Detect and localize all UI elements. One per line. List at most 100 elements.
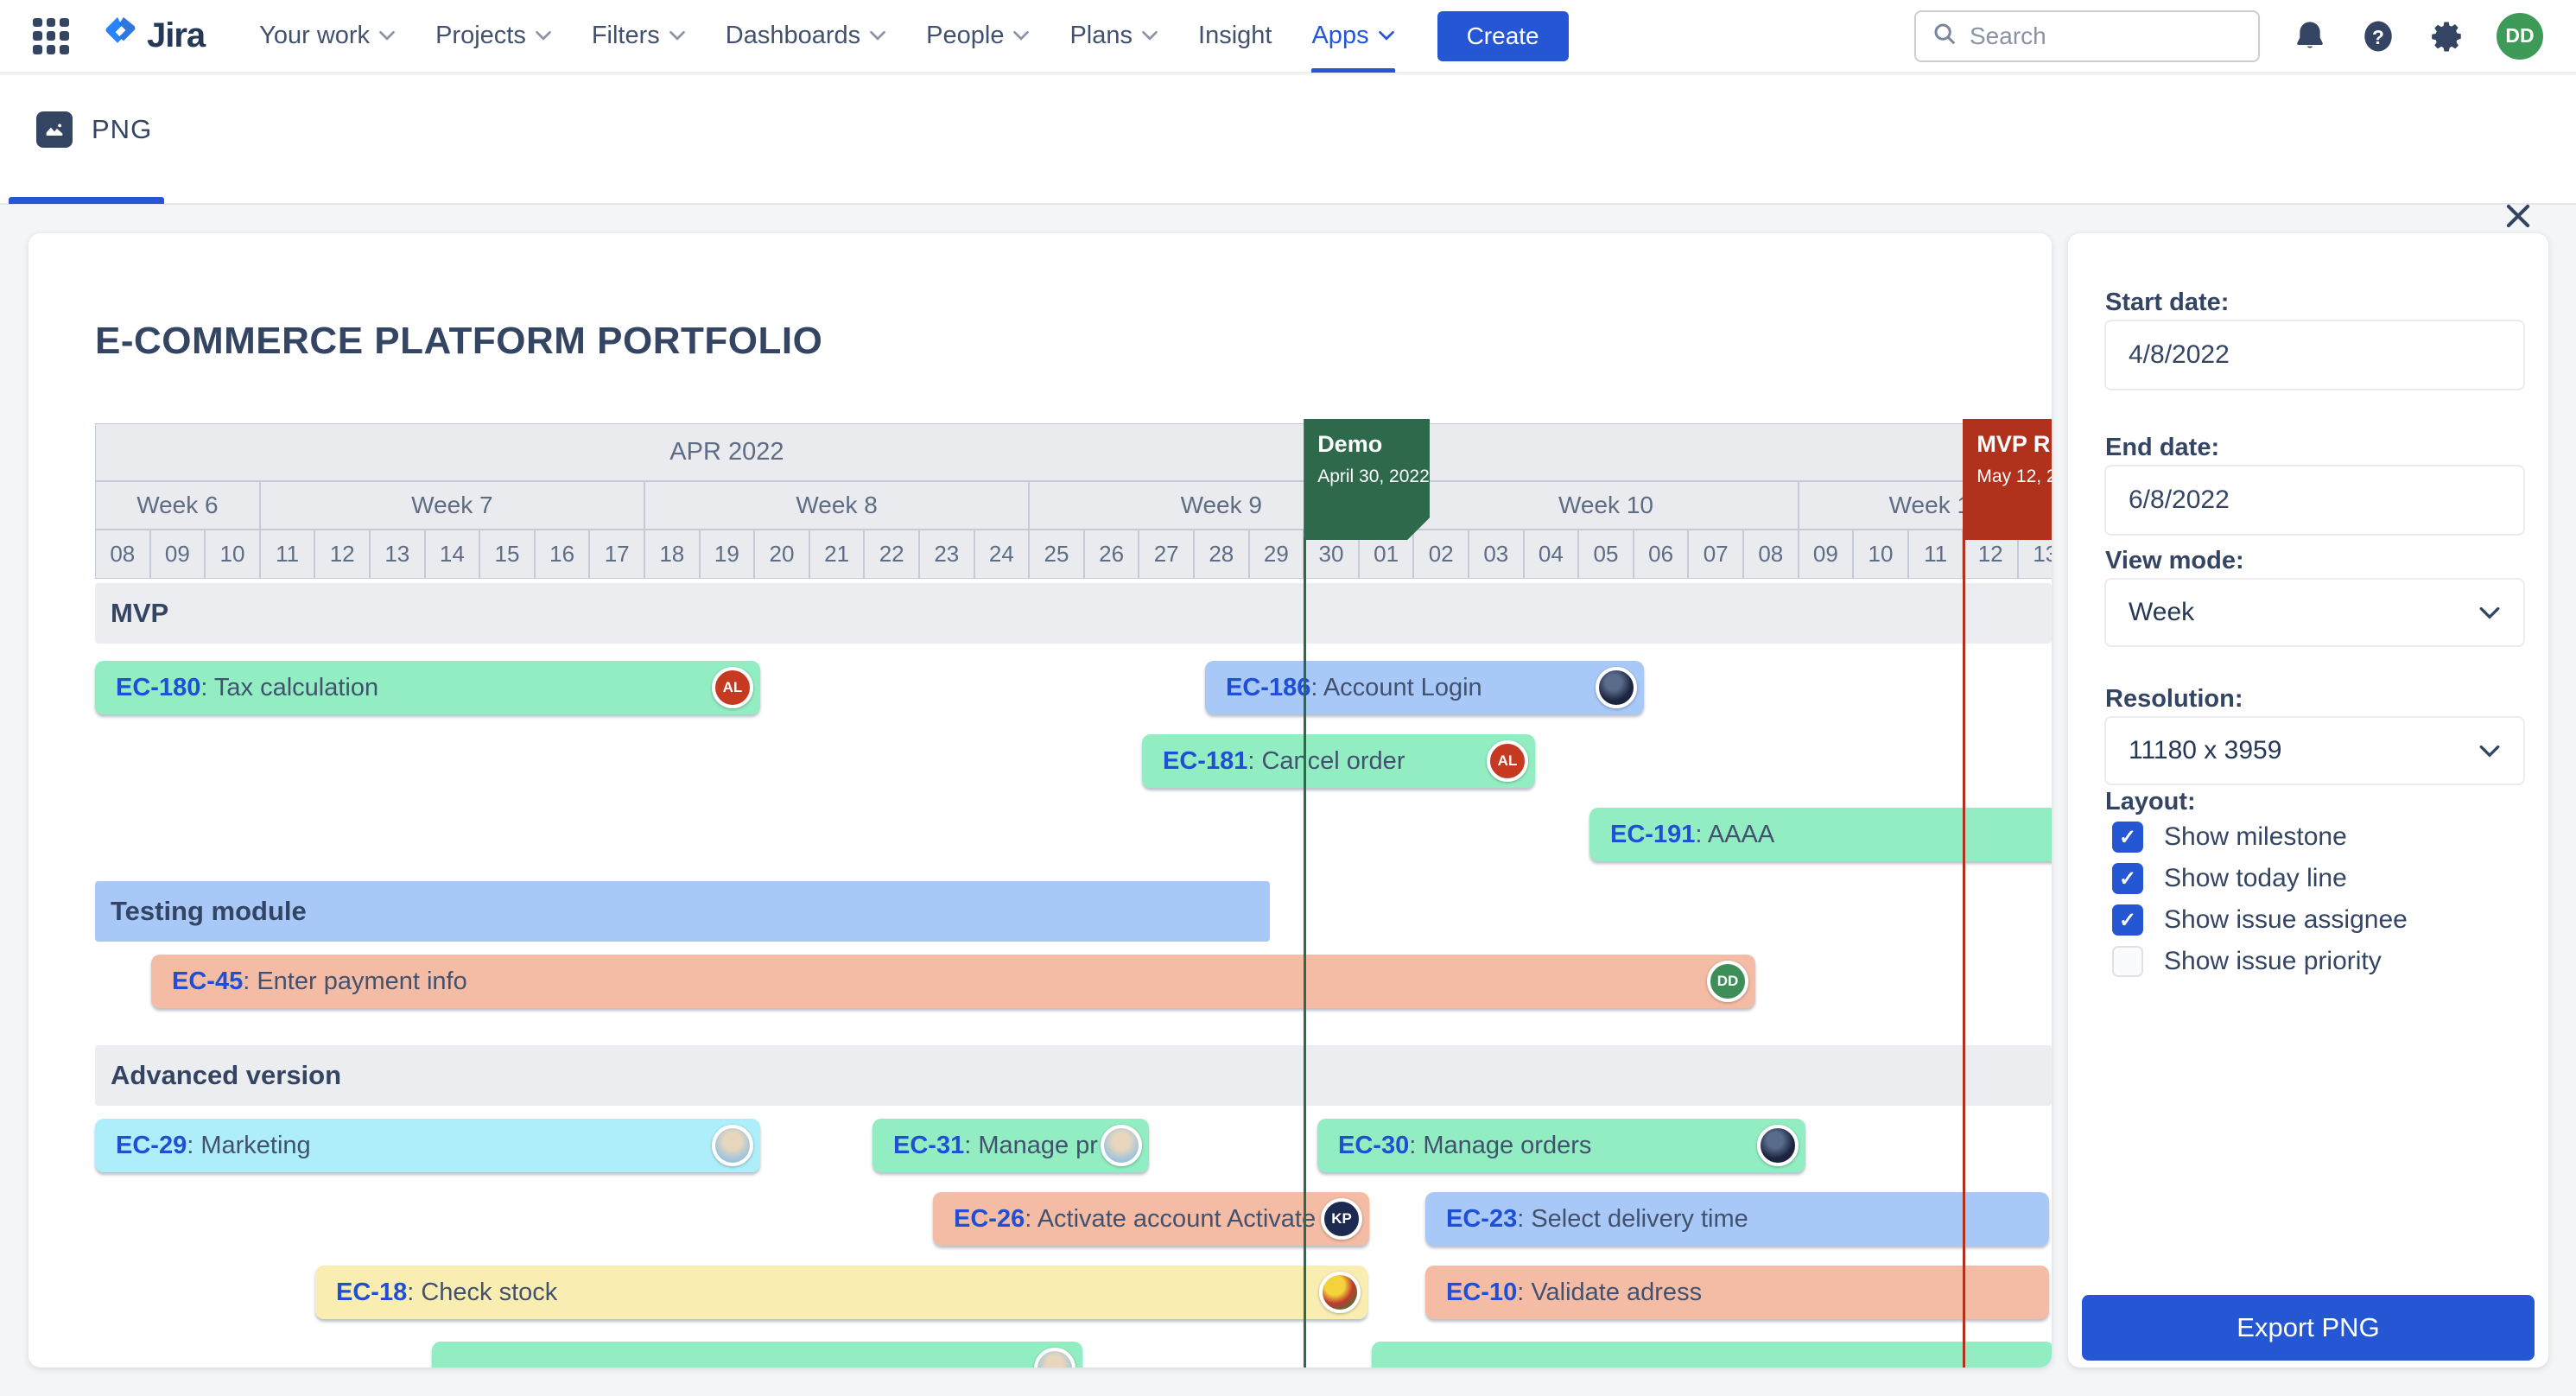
task-bar-ec-45[interactable]: EC-45: Enter payment info DD bbox=[151, 955, 1755, 1008]
task-label: EC-180: Tax calculation bbox=[116, 673, 379, 701]
task-label: EC-191: AAAA bbox=[1610, 820, 1775, 848]
timeline-day-cell: 26 bbox=[1083, 530, 1139, 579]
top-navigation: Jira Your work Projects Filters Dashboards P… bbox=[0, 0, 2576, 73]
checkbox-box[interactable] bbox=[2112, 946, 2143, 977]
tab-png-label: PNG bbox=[92, 114, 153, 144]
search-input[interactable] bbox=[1970, 22, 2229, 50]
nav-menu: Your work Projects Filters Dashboards People… bbox=[239, 0, 1414, 73]
checkbox-label: Show milestone bbox=[2164, 822, 2347, 851]
timeline-week-cell: Week 8 bbox=[644, 481, 1030, 530]
task-bar-ec-180[interactable]: EC-180: Tax calculation AL bbox=[95, 661, 760, 714]
task-label: EC-23: Select delivery time bbox=[1446, 1204, 1748, 1233]
issue-key[interactable]: EC-18 bbox=[336, 1278, 408, 1306]
task-bar-ec-30[interactable]: EC-30: Manage orders bbox=[1317, 1119, 1805, 1172]
help-icon[interactable]: ? bbox=[2360, 18, 2396, 54]
timeline-day-cell: 21 bbox=[809, 530, 865, 579]
timeline-month-cell: APR 2022 bbox=[95, 423, 1359, 481]
nav-item-plans[interactable]: Plans bbox=[1050, 0, 1178, 73]
milestone-name: MVP R bbox=[1976, 431, 2051, 457]
checkbox-box[interactable]: ✓ bbox=[2112, 863, 2143, 894]
issue-key[interactable]: EC-31 bbox=[893, 1131, 965, 1159]
nav-item-your-work[interactable]: Your work bbox=[239, 0, 416, 73]
timeline-day-cell: 25 bbox=[1029, 530, 1084, 579]
nav-item-dashboards[interactable]: Dashboards bbox=[706, 0, 906, 73]
timeline-day-cell: 06 bbox=[1633, 530, 1689, 579]
issue-key[interactable]: EC-180 bbox=[116, 673, 201, 701]
issue-key[interactable]: EC-29 bbox=[116, 1131, 187, 1159]
task-bar-ec-191[interactable]: EC-191: AAAA bbox=[1589, 808, 2052, 861]
nav-item-label: People bbox=[926, 22, 1005, 49]
issue-key[interactable]: EC-191 bbox=[1610, 820, 1696, 848]
close-icon[interactable] bbox=[2502, 200, 2535, 237]
task-bar-partial[interactable] bbox=[432, 1342, 1082, 1367]
task-bar-ec-23[interactable]: EC-23: Select delivery time bbox=[1425, 1192, 2049, 1246]
issue-key[interactable]: EC-30 bbox=[1338, 1131, 1410, 1159]
notifications-bell-icon[interactable] bbox=[2293, 19, 2327, 54]
nav-item-people[interactable]: People bbox=[906, 0, 1050, 73]
task-bar-ec-181[interactable]: EC-181: Cancel order AL bbox=[1142, 734, 1535, 788]
search-box[interactable] bbox=[1914, 10, 2260, 62]
task-label: EC-29: Marketing bbox=[116, 1131, 311, 1159]
issue-key[interactable]: EC-186 bbox=[1226, 673, 1311, 701]
chevron-down-icon bbox=[2478, 736, 2501, 765]
timeline-day-cell: 09 bbox=[149, 530, 206, 579]
start-date-input[interactable] bbox=[2104, 320, 2525, 390]
issue-key[interactable]: EC-26 bbox=[954, 1204, 1025, 1233]
export-png-button[interactable]: Export PNG bbox=[2082, 1295, 2535, 1361]
task-label: EC-31: Manage pr bbox=[893, 1131, 1098, 1159]
timeline-day-cell: 14 bbox=[424, 530, 480, 579]
assignee-avatar: KP bbox=[1321, 1198, 1362, 1240]
nav-item-label: Dashboards bbox=[725, 22, 861, 49]
end-date-input[interactable] bbox=[2104, 465, 2525, 536]
group-band-label: Advanced version bbox=[111, 1060, 342, 1090]
task-bar-ec-29[interactable]: EC-29: Marketing bbox=[95, 1119, 760, 1172]
checkbox-show-issue-priority[interactable]: Show issue priority bbox=[2112, 943, 2382, 980]
settings-gear-icon[interactable] bbox=[2429, 18, 2465, 54]
nav-item-label: Plans bbox=[1069, 22, 1133, 49]
chevron-down-icon bbox=[1378, 30, 1395, 41]
timeline-day-cell: 15 bbox=[479, 530, 535, 579]
task-bar-ec-186[interactable]: EC-186: Account Login bbox=[1205, 661, 1644, 714]
view-mode-value: Week bbox=[2129, 598, 2195, 626]
task-bar-ec-31[interactable]: EC-31: Manage pr bbox=[872, 1119, 1149, 1172]
resolution-select[interactable]: 11180 x 3959 bbox=[2104, 716, 2525, 785]
timeline-day-cell: 11 bbox=[259, 530, 315, 579]
user-avatar[interactable]: DD bbox=[2497, 12, 2543, 60]
task-label: EC-45: Enter payment info bbox=[172, 967, 467, 995]
task-bar-partial[interactable] bbox=[1372, 1342, 2052, 1367]
nav-item-filters[interactable]: Filters bbox=[572, 0, 706, 73]
timeline-day-cell: 17 bbox=[589, 530, 644, 579]
export-tab-bar: PNG bbox=[0, 75, 2576, 228]
issue-key[interactable]: EC-10 bbox=[1446, 1278, 1518, 1306]
timeline-day-cell: 09 bbox=[1798, 530, 1854, 579]
nav-item-insight[interactable]: Insight bbox=[1178, 0, 1291, 73]
timeline-week-cell: Week 7 bbox=[259, 481, 644, 530]
issue-key[interactable]: EC-23 bbox=[1446, 1204, 1518, 1233]
nav-item-projects[interactable]: Projects bbox=[416, 0, 572, 73]
timeline-day-cell: 07 bbox=[1688, 530, 1743, 579]
assignee-avatar bbox=[1101, 1125, 1142, 1166]
tab-png[interactable]: PNG bbox=[36, 111, 152, 148]
timeline-day-cell: 02 bbox=[1413, 530, 1469, 579]
svg-text:?: ? bbox=[2372, 25, 2384, 48]
checkbox-box[interactable]: ✓ bbox=[2112, 904, 2143, 936]
view-mode-select[interactable]: Week bbox=[2104, 578, 2525, 647]
checkbox-show-milestone[interactable]: ✓ Show milestone bbox=[2112, 819, 2347, 855]
nav-item-label: Insight bbox=[1198, 22, 1272, 49]
checkbox-box[interactable]: ✓ bbox=[2112, 822, 2143, 853]
timeline-month-cell bbox=[1358, 423, 2052, 481]
issue-key[interactable]: EC-181 bbox=[1163, 746, 1248, 775]
app-switcher-icon[interactable] bbox=[33, 17, 69, 54]
timeline-day-cell: 23 bbox=[919, 530, 974, 579]
task-bar-ec-26[interactable]: EC-26: Activate account Activate a KP bbox=[933, 1192, 1369, 1246]
issue-key[interactable]: EC-45 bbox=[172, 967, 244, 995]
group-band-testing-module: Testing module bbox=[95, 881, 1270, 942]
task-bar-ec-18[interactable]: EC-18: Check stock bbox=[315, 1266, 1367, 1319]
checkbox-show-issue-assignee[interactable]: ✓ Show issue assignee bbox=[2112, 902, 2408, 938]
jira-logo[interactable]: Jira bbox=[98, 13, 206, 59]
checkbox-show-today-line[interactable]: ✓ Show today line bbox=[2112, 860, 2347, 897]
nav-item-apps[interactable]: Apps bbox=[1291, 0, 1414, 73]
group-band-label: Testing module bbox=[111, 896, 307, 926]
create-button[interactable]: Create bbox=[1437, 10, 1569, 61]
task-bar-ec-10[interactable]: EC-10: Validate adress bbox=[1425, 1266, 2049, 1319]
